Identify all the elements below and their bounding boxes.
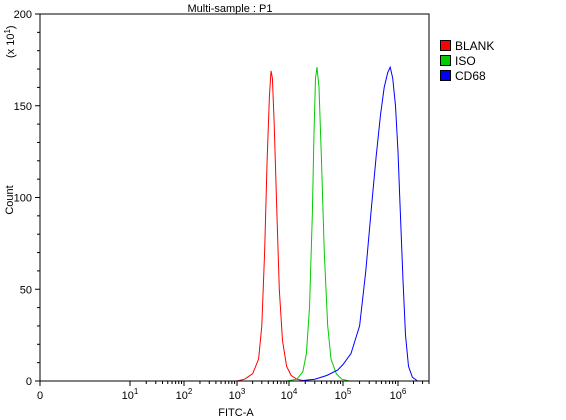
y-multiplier-label: (x 101) [3,25,17,58]
legend: BLANK ISO CD68 [440,38,494,83]
legend-item-blank: BLANK [440,38,494,53]
x-tick-label: 103 [229,387,246,402]
series-lines [236,65,418,382]
y-multiplier-close: ) [5,25,17,29]
x-tick-label: 102 [176,387,193,402]
legend-swatch [440,40,451,51]
y-tick-label: 100 [14,193,32,205]
y-tick-label: 0 [26,376,32,388]
legend-label: CD68 [455,68,486,83]
series-line-iso [286,67,350,382]
y-multiplier-exponent: 1 [3,29,12,34]
legend-label: BLANK [455,38,495,53]
x-tick-label: 106 [390,387,407,402]
legend-item-iso: ISO [440,53,494,68]
chart-title: Multi-sample : P1 [187,3,273,15]
y-axis: 0 50 100 150 200 [14,9,40,388]
x-tick-label: 105 [335,387,352,402]
plot-area-frame [39,13,430,382]
legend-swatch [440,55,451,66]
x-axis-label: FITC-A [218,407,254,419]
x-tick-label: 104 [281,387,298,402]
series-line-blank [236,70,306,382]
legend-item-cd68: CD68 [440,68,494,83]
x-tick-label: 101 [122,387,139,402]
legend-label: ISO [455,53,476,68]
x-axis: 0 101 102 103 104 105 106 [37,381,430,402]
x-tick-label: 0 [37,390,43,402]
y-axis-label: Count [4,185,16,214]
y-multiplier-base: (x 10 [5,34,17,58]
y-tick-label: 200 [14,9,32,21]
y-tick-label: 150 [14,101,32,113]
y-tick-label: 50 [20,284,32,296]
legend-swatch [440,70,451,81]
series-line-cd68 [298,65,418,382]
